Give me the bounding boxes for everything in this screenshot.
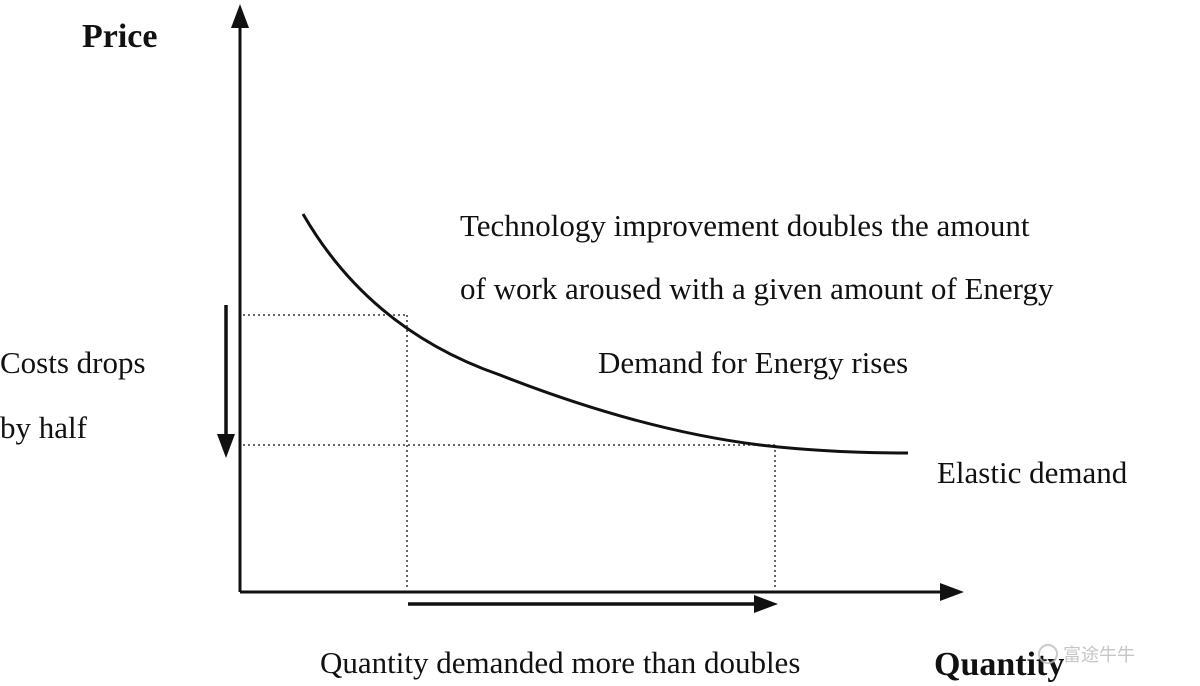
y-axis-label: Price	[82, 18, 158, 55]
x-axis-label: Quantity	[934, 646, 1064, 683]
cost-drop-line-2: by half	[0, 410, 88, 445]
y-axis-arrowhead	[231, 4, 249, 28]
x-axis-arrowhead	[940, 583, 964, 601]
tech-improvement-line-1: Technology improvement doubles the amoun…	[460, 208, 1030, 243]
demand-rises-label: Demand for Energy rises	[598, 345, 908, 380]
cost-drop-line-1: Costs drops	[0, 345, 146, 380]
tech-improvement-line-2: of work aroused with a given amount of E…	[460, 271, 1054, 306]
quantity-note-label: Quantity demanded more than doubles	[320, 645, 800, 680]
elastic-demand-label: Elastic demand	[937, 455, 1128, 490]
cost-drop-arrowhead	[217, 434, 235, 458]
demand-curve	[301, 213, 909, 455]
watermark-text: 富途牛牛	[1063, 645, 1135, 666]
watermark: 富途牛牛	[1038, 644, 1135, 666]
watermark-logo-icon	[1038, 644, 1058, 664]
quantity-increase-arrowhead	[754, 595, 778, 613]
